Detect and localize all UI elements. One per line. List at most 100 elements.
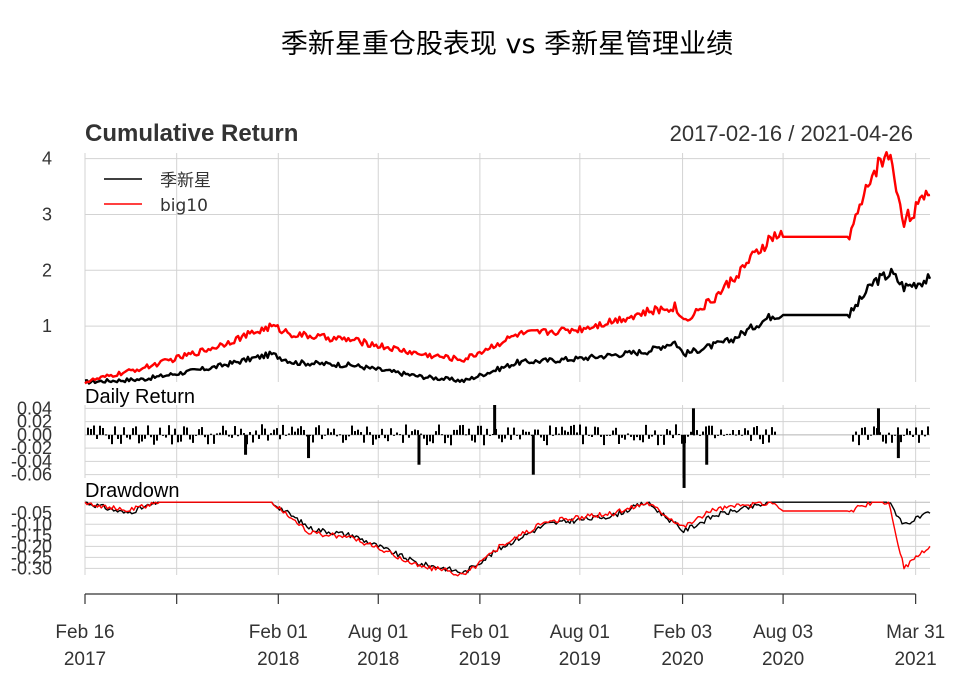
daily-return-bar [696, 430, 698, 435]
daily-return-bar [714, 434, 716, 439]
daily-return-bar [186, 427, 188, 435]
daily-return-bar [561, 426, 563, 435]
daily-return-bar [897, 427, 899, 435]
legend-label-jixinxing: 季新星 [160, 171, 211, 191]
daily-return-bar [291, 426, 293, 435]
y-tick-label: -0.10 [11, 514, 52, 534]
daily-return-bar [711, 425, 713, 435]
daily-return-bar [258, 434, 260, 439]
daily-return-bar [177, 434, 179, 443]
daily-return-bar [363, 434, 365, 443]
y-tick-label: -0.04 [11, 451, 52, 471]
daily-return-bar [669, 430, 671, 435]
daily-return-bar [918, 434, 920, 443]
drawdown-panel: -0.05-0.10-0.15-0.20-0.25-0.30 [11, 500, 931, 578]
daily-return-bar [378, 434, 380, 439]
daily-return-bar [432, 434, 434, 444]
daily-return-bar [609, 434, 611, 436]
daily-return-bar [924, 434, 926, 437]
date-range-label: 2017-02-16 / 2021-04-26 [670, 121, 913, 146]
daily-return-bar [222, 425, 224, 435]
daily-return-bar [768, 434, 770, 443]
daily-return-bar [555, 427, 557, 435]
daily-return-bar [501, 434, 503, 443]
daily-return-bar [873, 426, 875, 435]
daily-return-bar [417, 430, 419, 435]
daily-return-bar [255, 430, 257, 435]
daily-return-bar [342, 434, 344, 443]
daily-return-bar [762, 434, 764, 444]
daily-return-bar [354, 431, 356, 435]
daily-return-spike [417, 434, 421, 465]
daily-return-bar [249, 432, 251, 435]
daily-return-bar [738, 430, 740, 435]
daily-return-bar [225, 430, 227, 435]
daily-return-bar [594, 426, 596, 435]
daily-return-bar [693, 434, 695, 436]
daily-return-bar [888, 432, 890, 435]
daily-return-bar [129, 434, 131, 440]
daily-return-bar [312, 434, 314, 443]
daily-return-bar [384, 434, 386, 439]
x-tick-label: Aug 01 [348, 622, 408, 643]
daily-return-bar [339, 434, 341, 436]
daily-return-spike [531, 434, 535, 475]
daily-return-bar [885, 434, 887, 444]
daily-return-bar [108, 434, 110, 440]
daily-return-bar [126, 434, 128, 438]
daily-return-bar [411, 431, 413, 435]
daily-return-bar [444, 434, 446, 444]
daily-return-bar [465, 434, 467, 436]
y-tick-label: -0.30 [11, 558, 52, 578]
daily-return-bar [627, 433, 629, 435]
daily-return-bar [480, 425, 482, 435]
daily-return-bar [138, 434, 140, 444]
x-tick-label: Aug 03 [753, 622, 813, 643]
daily-return-bar [381, 428, 383, 435]
x-tick-label: Feb 16 [55, 622, 114, 643]
daily-return-bar [705, 426, 707, 435]
daily-return-bar [153, 434, 155, 445]
daily-return-bar [660, 434, 662, 436]
daily-return-bar [207, 434, 209, 445]
y-tick-label: 4 [42, 149, 52, 169]
daily-return-bar [402, 434, 404, 443]
panel-title-cumulative: Cumulative Return [85, 120, 298, 147]
daily-return-bar [765, 429, 767, 435]
daily-return-bar [720, 429, 722, 435]
daily-return-spike [896, 434, 900, 459]
daily-return-bar [702, 431, 704, 435]
daily-return-bar [588, 434, 590, 436]
x-tick-label: Feb 03 [653, 622, 712, 643]
chart-title: 季新星重仓股表现 vs 季新星管理业绩 [281, 29, 733, 60]
daily-return-bar [279, 434, 281, 440]
daily-return-bar [546, 434, 548, 446]
daily-return-bar [93, 425, 95, 435]
daily-return-bar [858, 434, 860, 446]
daily-return-bar [390, 428, 392, 435]
daily-return-bar [288, 433, 290, 435]
daily-return-bar [579, 424, 581, 435]
daily-return-spike [691, 408, 695, 435]
daily-return-bar [528, 431, 530, 435]
daily-return-bar [294, 431, 296, 435]
y-tick-label: 0.00 [17, 425, 52, 445]
daily-return-spike [705, 434, 709, 465]
daily-return-bar [486, 428, 488, 435]
daily-return-panel: 0.040.020.00-0.02-0.04-0.06 [11, 398, 930, 488]
x-tick-year: 2018 [257, 649, 299, 670]
daily-return-bar [498, 434, 500, 439]
daily-return-bar [570, 425, 572, 435]
daily-return-bar [753, 427, 755, 435]
x-tick-year: 2019 [559, 649, 601, 670]
daily-return-bar [855, 431, 857, 435]
daily-return-bar [450, 434, 452, 446]
daily-return-bar [606, 434, 608, 436]
daily-return-bar [477, 425, 479, 435]
y-tick-label: 0.02 [17, 412, 52, 432]
daily-return-bar [183, 426, 185, 435]
daily-return-bar [492, 433, 494, 435]
daily-return-bar [540, 434, 542, 438]
daily-return-bar [759, 434, 761, 440]
daily-return-bar [231, 434, 233, 438]
